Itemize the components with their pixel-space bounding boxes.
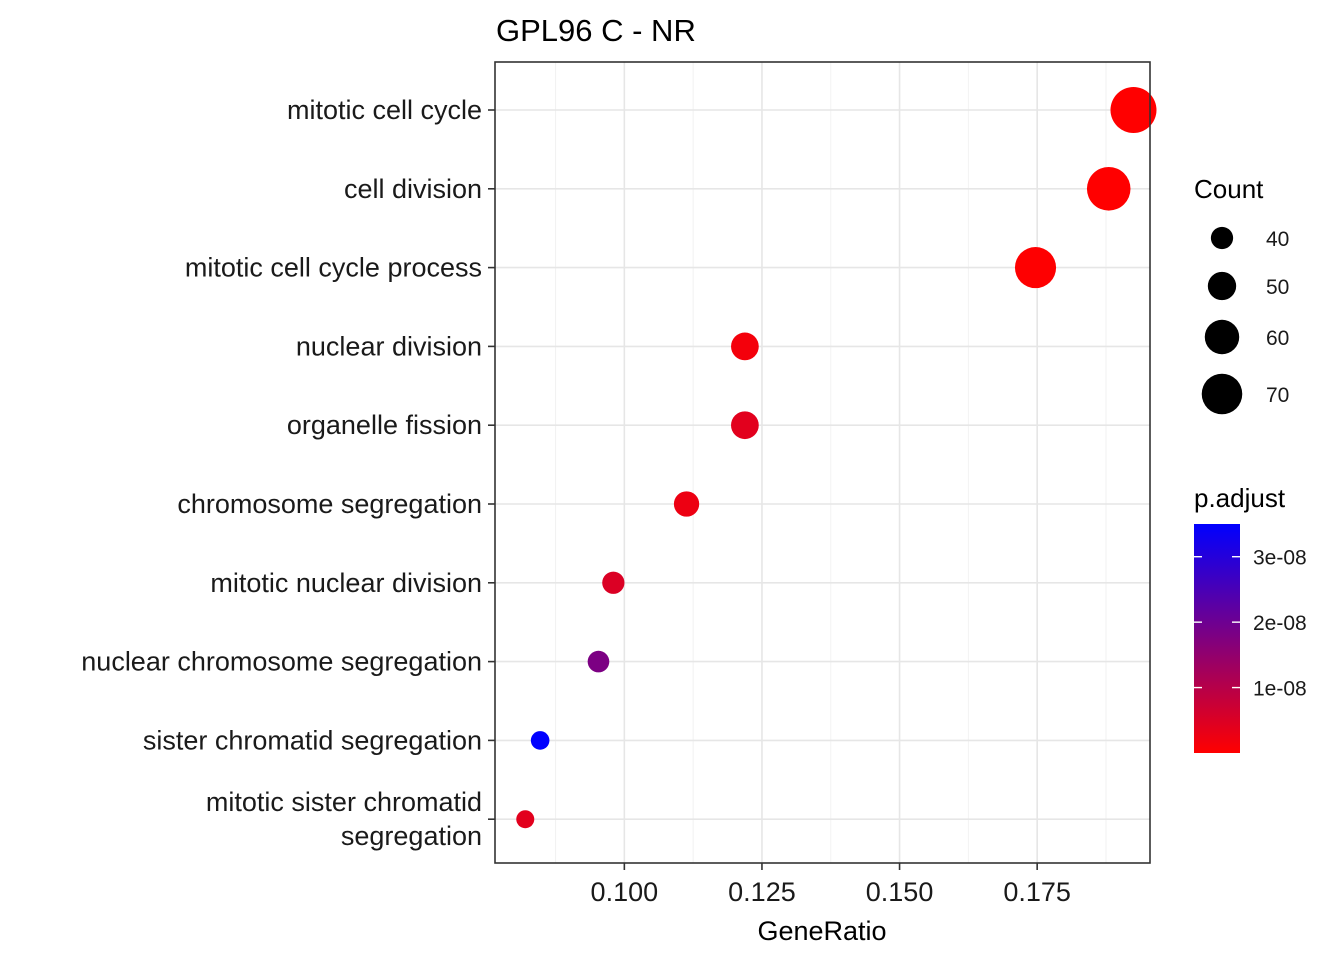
y-tick-label: sister chromatid segregation <box>143 725 482 755</box>
p-adjust-legend-title: p.adjust <box>1194 483 1286 513</box>
y-tick-label: mitotic cell cycle <box>287 95 482 125</box>
y-tick-label: mitotic sister chromatid segregation <box>206 787 482 851</box>
data-point <box>587 650 610 673</box>
x-axis: 0.100 0.125 0.150 0.175 <box>591 863 1071 907</box>
data-points <box>516 87 1157 829</box>
p-adjust-legend-label: 3e-08 <box>1253 547 1307 570</box>
count-legend-label: 70 <box>1266 384 1289 407</box>
x-tick-label: 0.175 <box>1003 877 1071 907</box>
plot-background <box>495 62 1150 863</box>
count-legend: Count 40 50 60 70 <box>1194 174 1289 415</box>
y-tick-label: organelle fission <box>287 410 482 440</box>
x-tick-label: 0.125 <box>728 877 796 907</box>
data-point <box>1014 247 1057 289</box>
y-tick-label: nuclear chromosome segregation <box>81 647 482 677</box>
p-adjust-legend-label: 2e-08 <box>1253 612 1307 635</box>
major-gridlines <box>495 62 1150 863</box>
p-adjust-colorbar <box>1194 524 1240 753</box>
count-legend-key <box>1207 271 1237 301</box>
data-point <box>1086 167 1131 211</box>
x-tick-label: 0.100 <box>591 877 659 907</box>
y-tick-label: mitotic cell cycle process <box>185 253 482 283</box>
chart-title: GPL96 C - NR <box>496 13 696 48</box>
count-legend-label: 50 <box>1266 276 1289 299</box>
data-point <box>602 571 625 594</box>
data-point <box>731 332 759 361</box>
p-adjust-legend-label: 1e-08 <box>1253 678 1307 701</box>
count-legend-key <box>1204 319 1240 355</box>
plot-panel <box>494 61 1157 864</box>
data-point <box>516 810 535 829</box>
y-tick-label: mitotic nuclear division <box>210 568 482 598</box>
p-adjust-legend: p.adjust 1e-08 2e-08 3e-08 <box>1194 483 1307 753</box>
y-tick-label: nuclear division <box>296 331 482 361</box>
x-axis-title: GeneRatio <box>757 916 886 946</box>
y-tick-label: cell division <box>344 174 482 204</box>
count-legend-title: Count <box>1194 174 1264 204</box>
y-tick-label: chromosome segregation <box>177 489 482 519</box>
count-legend-key <box>1201 373 1243 415</box>
data-point <box>673 491 700 517</box>
count-legend-label: 40 <box>1266 228 1289 251</box>
x-tick-label: 0.150 <box>866 877 934 907</box>
y-axis: mitotic cell cycle cell division mitotic c… <box>81 95 495 851</box>
data-point <box>1110 87 1157 133</box>
plot-border <box>494 61 1151 864</box>
count-legend-label: 60 <box>1266 327 1289 350</box>
data-point <box>530 731 550 750</box>
data-point <box>731 411 759 440</box>
count-legend-key <box>1210 226 1234 250</box>
